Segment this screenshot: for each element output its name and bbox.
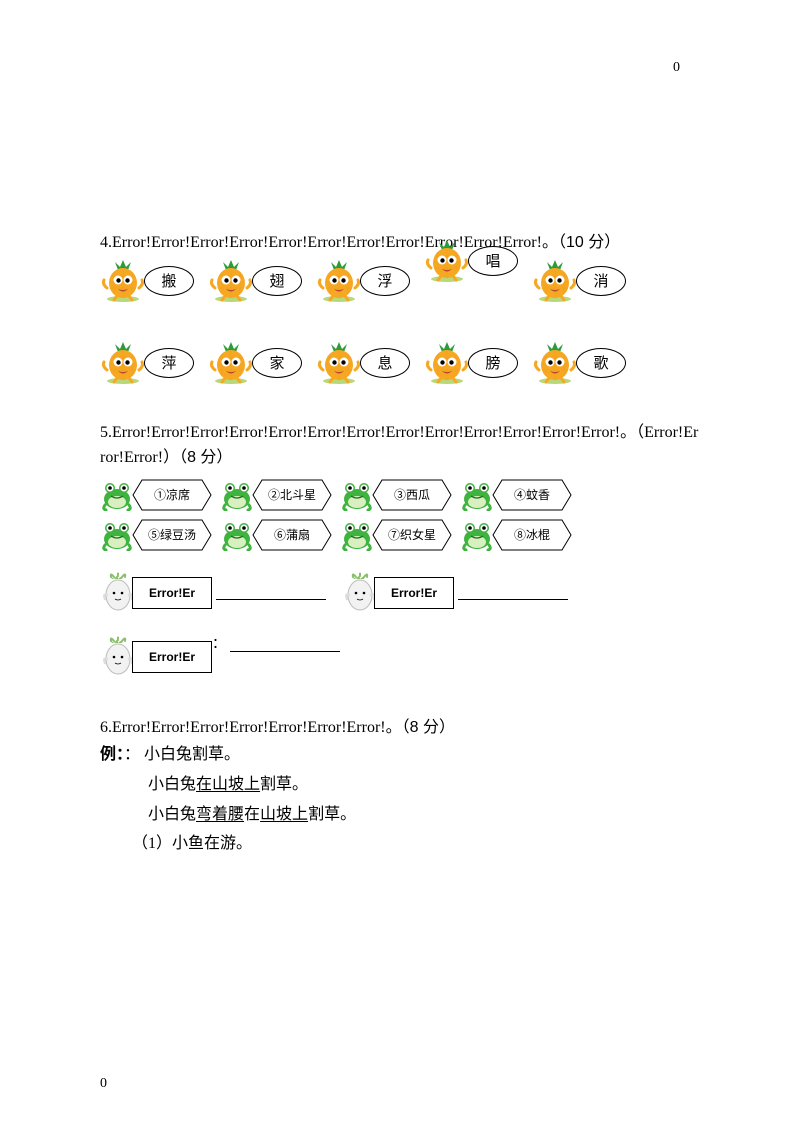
answer-colon: ： (212, 633, 226, 653)
q5-suffix1: 。（ (620, 424, 644, 441)
answer-item: Error!Er (342, 571, 568, 615)
worksheet-page: 0 0 4. Error!Error!Error!Error!Error!Erro… (0, 0, 800, 1132)
q5-suffix2: ）（8 分） (163, 449, 232, 466)
pineapple-item: 家 (208, 342, 302, 384)
q6-number: 6. (100, 719, 112, 736)
pineapple-item: 搬 (100, 260, 194, 302)
pineapple-icon (424, 342, 470, 384)
frog-item: ①凉席 (100, 479, 212, 511)
pineapple-item: 翅 (208, 260, 302, 302)
frog-item: ⑥蒲扇 (220, 519, 332, 551)
frog-icon (100, 479, 134, 511)
word-hexagon: ②北斗星 (252, 479, 332, 511)
example-label: 例： (100, 746, 124, 763)
frog-item: ②北斗星 (220, 479, 332, 511)
word-hexagon: ⑤绿豆汤 (132, 519, 212, 551)
frog-icon (220, 519, 254, 551)
q5-row2: ⑤绿豆汤 ⑥蒲扇 ⑦织女星 ⑧冰棍 (100, 519, 700, 551)
q5-error-text: Error!Error!Error!Error!Error!Error!Erro… (112, 424, 620, 441)
frog-icon (460, 479, 494, 511)
q4-score: 。（10 分） (542, 234, 620, 251)
q6-block: 6.Error!Error!Error!Error!Error!Error!Er… (100, 715, 700, 859)
frog-item: ⑧冰棍 (460, 519, 572, 551)
word-hexagon: ⑦织女星 (372, 519, 452, 551)
q6-line1: 小白兔割草。 (144, 746, 240, 763)
character-oval: 家 (252, 348, 302, 378)
frog-icon (460, 519, 494, 551)
character-oval: 浮 (360, 266, 410, 296)
q5-number: 5. (100, 424, 112, 441)
content-area: 4. Error!Error!Error!Error!Error!Error!Er… (100, 230, 700, 859)
frog-icon (340, 519, 374, 551)
character-oval: 萍 (144, 348, 194, 378)
pineapple-icon (316, 260, 362, 302)
answer-box: Error!Er (374, 577, 454, 609)
q6-error-text: Error!Error!Error!Error!Error!Error!Erro… (112, 719, 386, 736)
q5-answers-row2: Error!Er ： (100, 635, 700, 679)
radish-icon (100, 635, 136, 679)
character-oval: 搬 (144, 266, 194, 296)
pineapple-icon (532, 342, 578, 384)
q6-score: 。（8 分） (386, 719, 455, 736)
example-colon: ： (124, 746, 140, 763)
pineapple-icon (316, 342, 362, 384)
pineapple-item: 浮 (316, 260, 410, 302)
pineapple-item: 膀 (424, 342, 518, 384)
character-oval: 消 (576, 266, 626, 296)
answer-item: Error!Er (100, 571, 326, 615)
pineapple-icon (100, 260, 146, 302)
radish-icon (342, 571, 378, 615)
character-oval: 翅 (252, 266, 302, 296)
answer-item: Error!Er ： (100, 635, 340, 679)
character-oval: 唱 (468, 246, 518, 276)
q6-header: 6.Error!Error!Error!Error!Error!Error!Er… (100, 715, 700, 741)
pineapple-icon (208, 260, 254, 302)
q4-number: 4. (100, 234, 112, 251)
frog-icon (340, 479, 374, 511)
q6-example-line2: 小白兔在山坡上割草。 (100, 770, 700, 800)
pineapple-icon (532, 260, 578, 302)
q4-row1: 搬翅浮唱消 (100, 260, 700, 302)
blank-line[interactable] (216, 585, 326, 600)
frog-item: ④蚊香 (460, 479, 572, 511)
pineapple-icon (100, 342, 146, 384)
answer-box: Error!Er (132, 577, 212, 609)
answer-box: Error!Er (132, 641, 212, 673)
word-hexagon: ①凉席 (132, 479, 212, 511)
q6-example-line1: 例：： 小白兔割草。 (100, 740, 700, 770)
pineapple-item: 萍 (100, 342, 194, 384)
q4-row2: 萍家息膀歌 (100, 342, 700, 384)
character-oval: 息 (360, 348, 410, 378)
pineapple-item: 唱 (424, 240, 518, 282)
pineapple-item: 消 (532, 260, 626, 302)
frog-item: ③西瓜 (340, 479, 452, 511)
radish-icon (100, 571, 136, 615)
pineapple-icon (208, 342, 254, 384)
blank-line[interactable] (458, 585, 568, 600)
page-number-bottom: 0 (100, 1076, 107, 1092)
frog-item: ⑦织女星 (340, 519, 452, 551)
frog-icon (100, 519, 134, 551)
q5-answers-row1: Error!Er Error!Er (100, 571, 700, 615)
q5-row1: ①凉席 ②北斗星 ③西瓜 ④蚊香 (100, 479, 700, 511)
q6-example-line3: 小白兔弯着腰在山坡上割草。 (100, 800, 700, 830)
q4-header: 4.Error!Error!Error!Error!Error!Error!Er… (100, 230, 700, 256)
pineapple-icon (424, 240, 470, 282)
page-number-top: 0 (673, 60, 680, 76)
pineapple-item: 歌 (532, 342, 626, 384)
q5-header: 5.Error!Error!Error!Error!Error!Error!Er… (100, 420, 700, 471)
frog-item: ⑤绿豆汤 (100, 519, 212, 551)
word-hexagon: ④蚊香 (492, 479, 572, 511)
pineapple-item: 息 (316, 342, 410, 384)
word-hexagon: ③西瓜 (372, 479, 452, 511)
frog-icon (220, 479, 254, 511)
character-oval: 膀 (468, 348, 518, 378)
word-hexagon: ⑧冰棍 (492, 519, 572, 551)
blank-line[interactable] (230, 637, 340, 652)
q6-sub1: （1）小鱼在游。 (100, 829, 700, 859)
character-oval: 歌 (576, 348, 626, 378)
word-hexagon: ⑥蒲扇 (252, 519, 332, 551)
